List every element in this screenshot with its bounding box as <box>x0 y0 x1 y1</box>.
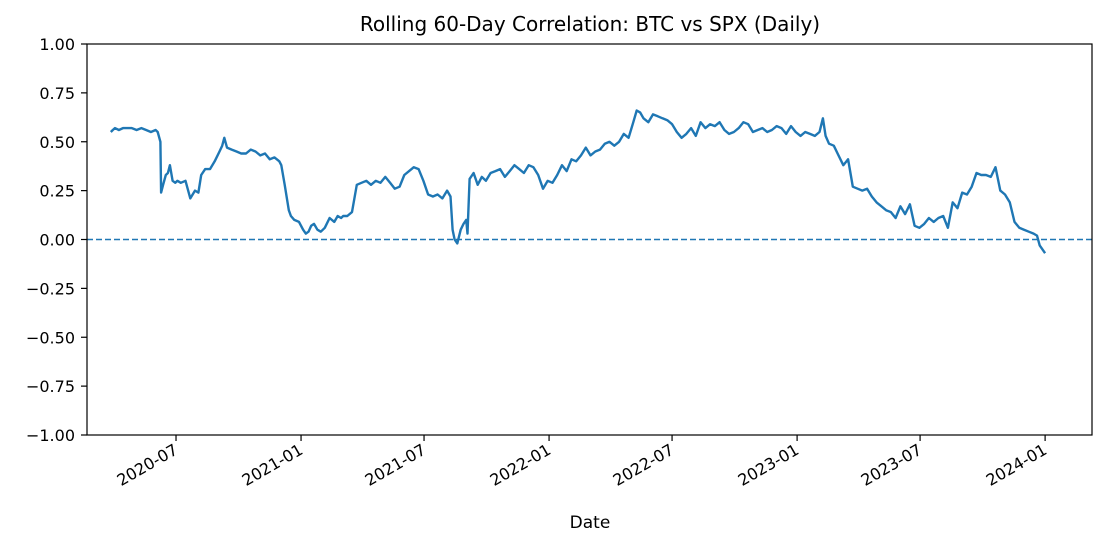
x-tick-label: 2024-01 <box>983 440 1050 490</box>
chart-title: Rolling 60-Day Correlation: BTC vs SPX (… <box>360 12 820 36</box>
y-axis: −1.00 −0.75 −0.50 −0.25 0.00 0.25 0.50 0.75 1.00 <box>26 35 87 445</box>
x-tick-label: 2022-01 <box>487 440 554 490</box>
x-tick-label: 2021-01 <box>239 440 306 490</box>
y-tick-label: 0.00 <box>39 231 75 250</box>
x-tick-label: 2022-07 <box>610 440 677 490</box>
plot-frame <box>86 43 1093 436</box>
y-tick-label: 0.50 <box>39 133 75 152</box>
y-tick-label: −0.50 <box>26 328 75 347</box>
x-axis: 2020-07 2021-01 2021-07 2022-01 2022-07 2023-… <box>114 435 1050 490</box>
y-tick-label: −0.25 <box>26 279 75 298</box>
correlation-series-line <box>109 109 1047 254</box>
x-tick-label: 2023-07 <box>858 440 925 490</box>
x-tick-label: 2021-07 <box>362 440 429 490</box>
x-axis-label: Date <box>570 513 611 533</box>
x-tick-label: 2023-01 <box>735 440 802 490</box>
y-tick-label: −1.00 <box>26 426 75 445</box>
y-tick-label: −0.75 <box>26 377 75 396</box>
y-tick-label: 0.25 <box>39 182 75 201</box>
y-tick-label: 1.00 <box>39 35 75 54</box>
x-tick-label: 2020-07 <box>114 440 181 490</box>
y-tick-label: 0.75 <box>39 84 75 103</box>
